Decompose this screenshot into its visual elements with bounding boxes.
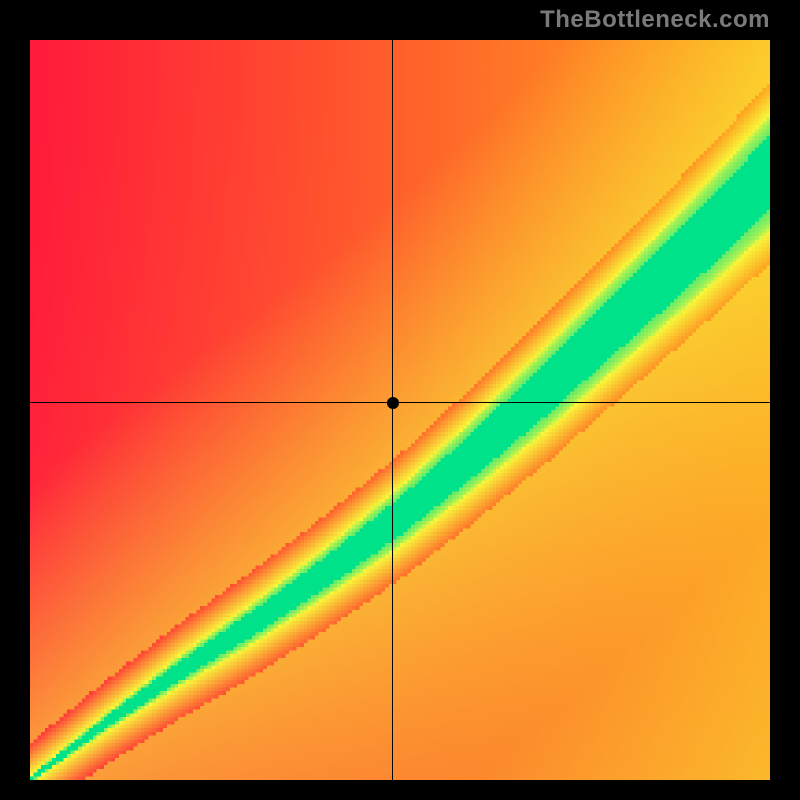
- bottleneck-heatmap: [30, 40, 770, 780]
- chart-container: { "watermark": { "text": "TheBottleneck.…: [0, 0, 800, 800]
- crosshair-horizontal: [30, 402, 770, 403]
- crosshair-vertical: [392, 40, 393, 780]
- watermark-text: TheBottleneck.com: [540, 6, 770, 34]
- crosshair-marker: [387, 397, 399, 409]
